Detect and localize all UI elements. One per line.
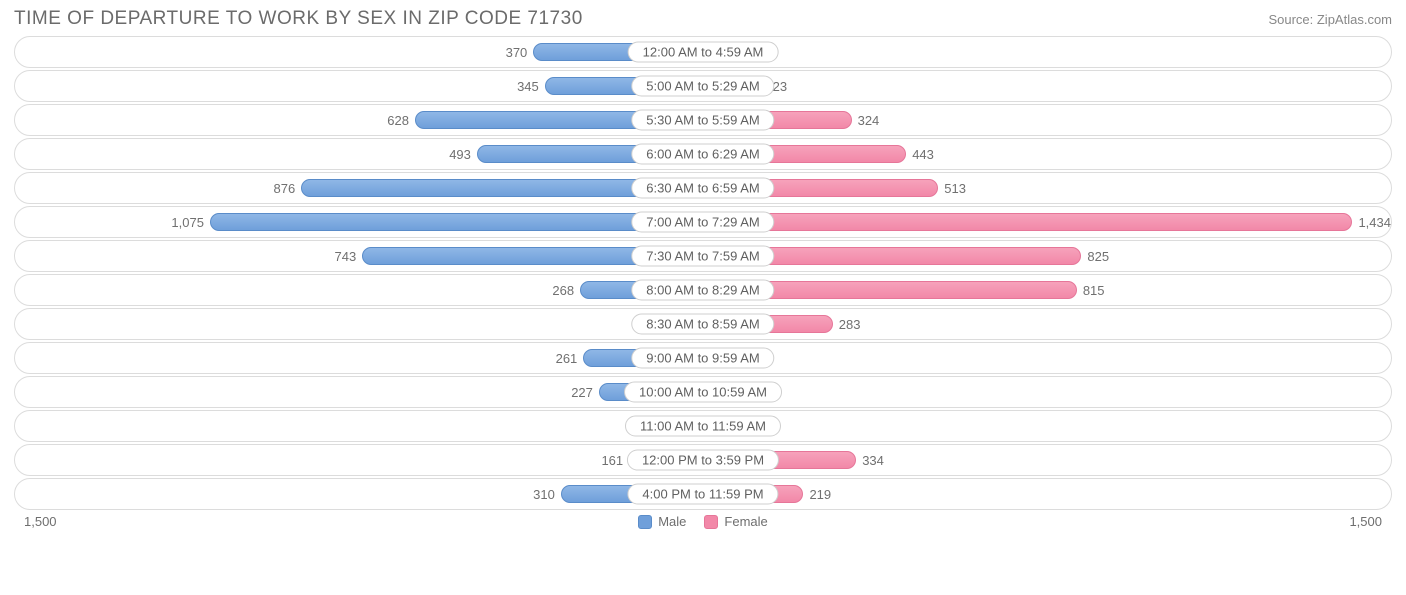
category-label: 8:00 AM to 8:29 AM	[631, 280, 774, 301]
chart-row: 370 8912:00 AM to 4:59 AM	[14, 36, 1392, 68]
category-label: 10:00 AM to 10:59 AM	[624, 382, 782, 403]
male-value: 268	[552, 283, 574, 298]
chart-header: TIME OF DEPARTURE TO WORK BY SEX IN ZIP …	[14, 8, 1392, 30]
male-half: 345	[15, 71, 703, 101]
female-value: 219	[809, 487, 831, 502]
male-value: 493	[449, 147, 471, 162]
male-value: 345	[517, 79, 539, 94]
female-half: 443	[703, 139, 1391, 169]
female-value: 815	[1083, 283, 1105, 298]
axis-max-left: 1,500	[24, 514, 57, 529]
axis-max-right: 1,500	[1349, 514, 1382, 529]
male-half: 628	[15, 105, 703, 135]
chart-row: 743 825 7:30 AM to 7:59 AM	[14, 240, 1392, 272]
male-half: 1,075	[15, 207, 703, 237]
female-half: 324	[703, 105, 1391, 135]
category-label: 12:00 AM to 4:59 AM	[628, 42, 779, 63]
female-half: 79	[703, 411, 1391, 441]
category-label: 5:00 AM to 5:29 AM	[631, 76, 774, 97]
female-half: 283	[703, 309, 1391, 339]
female-half: 123	[703, 71, 1391, 101]
category-label: 8:30 AM to 8:59 AM	[631, 314, 774, 335]
female-value: 1,434	[1358, 215, 1391, 230]
female-value: 283	[839, 317, 861, 332]
male-value: 1,075	[171, 215, 204, 230]
category-label: 6:30 AM to 6:59 AM	[631, 178, 774, 199]
female-value: 334	[862, 453, 884, 468]
male-half: 21	[15, 411, 703, 441]
female-half: 219	[703, 479, 1391, 509]
chart-row: 261 659:00 AM to 9:59 AM	[14, 342, 1392, 374]
female-swatch-icon	[704, 515, 718, 529]
male-half: 161	[15, 445, 703, 475]
category-label: 6:00 AM to 6:29 AM	[631, 144, 774, 165]
category-label: 7:30 AM to 7:59 AM	[631, 246, 774, 267]
male-half: 743	[15, 241, 703, 271]
male-bar	[210, 213, 703, 231]
female-value: 825	[1087, 249, 1109, 264]
male-half: 876	[15, 173, 703, 203]
chart-row: 1,075 1,434 7:00 AM to 7:29 AM	[14, 206, 1392, 238]
female-half: 79	[703, 377, 1391, 407]
male-half: 227	[15, 377, 703, 407]
male-value: 227	[571, 385, 593, 400]
chart-row: 217911:00 AM to 11:59 AM	[14, 410, 1392, 442]
diverging-bar-chart: 370 8912:00 AM to 4:59 AM 345 1235:00 AM to…	[14, 36, 1392, 510]
legend: Male Female	[638, 514, 768, 529]
legend-male-label: Male	[658, 514, 686, 529]
male-value: 743	[335, 249, 357, 264]
legend-female-label: Female	[724, 514, 767, 529]
female-bar	[703, 213, 1352, 231]
chart-title: TIME OF DEPARTURE TO WORK BY SEX IN ZIP …	[14, 8, 583, 30]
chart-row: 628 324 5:30 AM to 5:59 AM	[14, 104, 1392, 136]
category-label: 12:00 PM to 3:59 PM	[627, 450, 779, 471]
male-value: 161	[601, 453, 623, 468]
category-label: 7:00 AM to 7:29 AM	[631, 212, 774, 233]
category-label: 11:00 AM to 11:59 AM	[625, 416, 781, 437]
female-half: 1,434	[703, 207, 1391, 237]
male-half: 310	[15, 479, 703, 509]
female-half: 513	[703, 173, 1391, 203]
female-value: 443	[912, 147, 934, 162]
male-half: 17	[15, 309, 703, 339]
chart-row: 268 815 8:00 AM to 8:29 AM	[14, 274, 1392, 306]
chart-footer: 1,500 Male Female 1,500	[14, 514, 1392, 529]
male-swatch-icon	[638, 515, 652, 529]
female-half: 825	[703, 241, 1391, 271]
female-value: 324	[858, 113, 880, 128]
chart-source: Source: ZipAtlas.com	[1268, 12, 1392, 27]
female-half: 65	[703, 343, 1391, 373]
female-half: 334	[703, 445, 1391, 475]
female-half: 89	[703, 37, 1391, 67]
category-label: 9:00 AM to 9:59 AM	[631, 348, 774, 369]
chart-row: 17 283 8:30 AM to 8:59 AM	[14, 308, 1392, 340]
chart-row: 161 334 12:00 PM to 3:59 PM	[14, 444, 1392, 476]
category-label: 5:30 AM to 5:59 AM	[631, 110, 774, 131]
female-half: 815	[703, 275, 1391, 305]
legend-female: Female	[704, 514, 767, 529]
male-half: 261	[15, 343, 703, 373]
category-label: 4:00 PM to 11:59 PM	[627, 484, 778, 505]
legend-male: Male	[638, 514, 686, 529]
chart-row: 876 513 6:30 AM to 6:59 AM	[14, 172, 1392, 204]
male-value: 310	[533, 487, 555, 502]
male-half: 493	[15, 139, 703, 169]
chart-row: 493 443 6:00 AM to 6:29 AM	[14, 138, 1392, 170]
male-value: 261	[556, 351, 578, 366]
chart-row: 227 7910:00 AM to 10:59 AM	[14, 376, 1392, 408]
male-half: 268	[15, 275, 703, 305]
male-value: 370	[506, 45, 528, 60]
chart-row: 310 219 4:00 PM to 11:59 PM	[14, 478, 1392, 510]
male-value: 628	[387, 113, 409, 128]
male-half: 370	[15, 37, 703, 67]
chart-row: 345 1235:00 AM to 5:29 AM	[14, 70, 1392, 102]
female-value: 513	[944, 181, 966, 196]
male-value: 876	[274, 181, 296, 196]
